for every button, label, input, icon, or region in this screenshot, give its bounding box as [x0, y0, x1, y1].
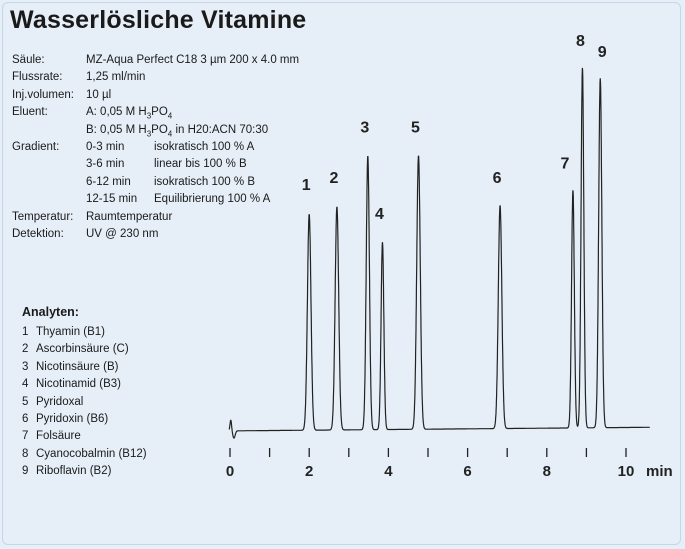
param-label: Inj.volumen:	[12, 88, 75, 101]
analyte-item: 6 Pyridoxin (B6)	[22, 412, 109, 425]
gradient-time: 0-3 min	[86, 140, 125, 153]
peak-label: 7	[560, 155, 569, 172]
method-parameters: Säule: MZ-Aqua Perfect C18 3 µm 200 x 4.…	[12, 52, 299, 243]
gradient-step: 12-15 min Equilibrierung 100 % A	[12, 191, 299, 208]
peak-label: 1	[302, 177, 311, 194]
param-label: Gradient:	[12, 140, 60, 153]
analyte-item: 3 Nicotinsäure (B)	[22, 360, 119, 373]
param-label: Säule:	[12, 54, 45, 66]
x-tick-label: 10	[618, 463, 635, 480]
param-value: MZ-Aqua Perfect C18 3 µm 200 x 4.0 mm	[86, 54, 300, 66]
param-temperature: Temperatur: Raumtemperatur	[12, 209, 299, 226]
gradient-step: 6-12 min isokratisch 100 % B	[12, 174, 299, 191]
analyte-item: 7 Folsäure	[22, 430, 81, 443]
param-label: Temperatur:	[12, 210, 74, 223]
gradient-step: Gradient: 0-3 min isokratisch 100 % A	[12, 139, 299, 156]
eluent-a-value: A: 0,05 M H3PO4	[86, 106, 173, 121]
peak-label: 3	[360, 119, 369, 136]
peak-label: 9	[598, 44, 607, 61]
analyte-item: 9 Riboflavin (B2)	[22, 465, 112, 478]
x-axis-label: min	[646, 463, 673, 480]
param-label: Eluent:	[12, 106, 48, 119]
param-value: 1,25 ml/min	[86, 71, 146, 84]
param-label: Flussrate:	[12, 71, 63, 84]
param-eluent-b: B: 0,05 M H3PO4 in H20:ACN 70:30	[12, 122, 299, 139]
peak-label: 8	[576, 33, 585, 50]
x-tick-label: 8	[543, 463, 551, 480]
param-label: Detektion:	[12, 227, 64, 240]
param-column: Säule: MZ-Aqua Perfect C18 3 µm 200 x 4.…	[12, 52, 299, 69]
gradient-desc: linear bis 100 % B	[154, 158, 247, 171]
eluent-b-value: B: 0,05 M H3PO4 in H20:ACN 70:30	[86, 123, 269, 138]
gradient-step: 3-6 min linear bis 100 % B	[12, 156, 299, 173]
gradient-desc: isokratisch 100 % A	[154, 140, 255, 153]
param-injection-volume: Inj.volumen: 10 µl	[12, 87, 299, 104]
x-tick-label: 0	[226, 463, 234, 480]
peak-label: 6	[493, 170, 502, 187]
gradient-time: 12-15 min	[86, 193, 138, 206]
x-tick-label: 4	[384, 463, 393, 480]
peak-label: 5	[411, 119, 420, 136]
param-value: Raumtemperatur	[86, 210, 173, 223]
analyte-item: 4 Nicotinamid (B3)	[22, 378, 121, 391]
param-flow-rate: Flussrate: 1,25 ml/min	[12, 69, 299, 86]
gradient-desc: isokratisch 100 % B	[154, 175, 255, 188]
analyte-legend-title: Analyten:	[22, 305, 79, 319]
x-tick-label: 2	[305, 463, 313, 480]
peak-label: 4	[375, 206, 384, 223]
page-title: Wasserlösliche Vitamine	[10, 6, 307, 34]
gradient-time: 6-12 min	[86, 175, 131, 188]
gradient-desc: Equilibrierung 100 % A	[154, 193, 271, 206]
param-detection: Detektion: UV @ 230 nm	[12, 226, 299, 243]
analyte-item: 1 Thyamin (B1)	[22, 326, 106, 338]
param-eluent-a: Eluent: A: 0,05 M H3PO4	[12, 104, 299, 121]
chromatogram-trace	[228, 67, 650, 439]
gradient-time: 3-6 min	[86, 158, 125, 171]
analyte-item: 8 Cyanocobalmin (B12)	[22, 447, 147, 460]
param-value: 10 µl	[86, 88, 112, 101]
peak-label: 2	[329, 170, 338, 187]
analyte-item: 5 Pyridoxal	[22, 395, 84, 408]
x-tick-label: 6	[463, 463, 471, 480]
param-value: UV @ 230 nm	[86, 227, 159, 240]
analyte-item: 2 Ascorbinsäure (C)	[22, 343, 129, 356]
analyte-legend: Analyten: 1 Thyamin (B1) 2 Ascorbinsäure (…	[22, 305, 147, 481]
